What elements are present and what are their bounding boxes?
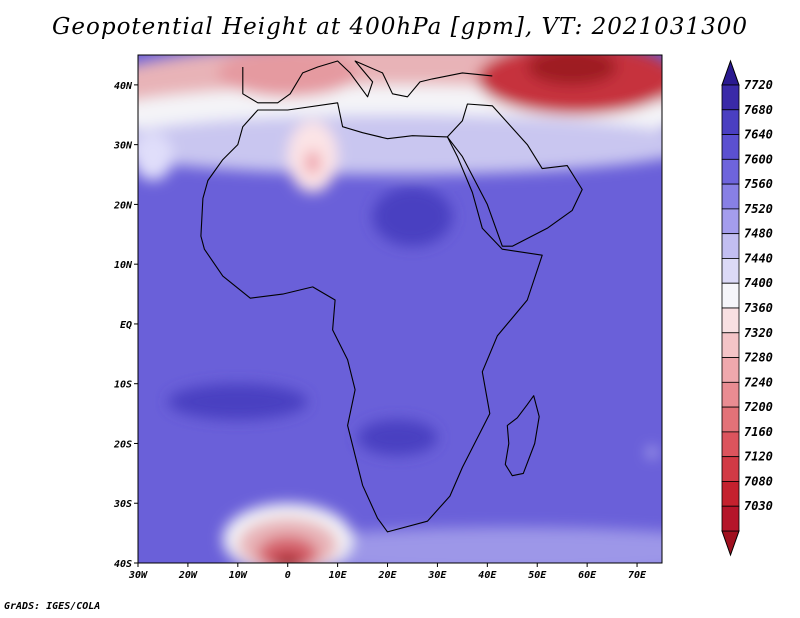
field-feature-atlantic-lavender (138, 132, 173, 181)
lon-tick-label: 20W (178, 570, 198, 581)
lon-tick-label: 20E (377, 570, 397, 581)
field-feature-sahel-ridge (372, 186, 453, 247)
colorbar-label: 7400 (744, 276, 773, 290)
colorbar-swatch (721, 406, 740, 433)
colorbar-swatch (721, 208, 740, 235)
lat-tick-label: 10N (114, 260, 133, 271)
lat-tick-label: 20N (113, 200, 133, 211)
coastlines (200, 60, 583, 533)
field-feature-southern-africa-ridge (357, 419, 438, 456)
colorbar-swatch (721, 183, 740, 210)
colorbar-swatch (721, 381, 740, 408)
lon-tick-label: 40E (478, 570, 497, 581)
colorbar-swatch (721, 84, 740, 111)
colorbar-swatch (721, 431, 740, 458)
lat-tick-label: 10S (114, 380, 132, 391)
colorbar-swatch (721, 134, 740, 160)
colorbar-label: 7080 (744, 474, 773, 488)
lon-tick-label: 60E (578, 570, 597, 581)
colorbar-label: 7360 (744, 301, 773, 315)
colorbar-label: 7720 (744, 78, 773, 92)
madagascar-coastline (504, 395, 540, 477)
colorbar-swatch (721, 307, 740, 334)
lat-tick-label: 40S (114, 559, 132, 570)
colorbar-top-arrow (721, 59, 740, 86)
colorbar-swatch (721, 332, 740, 358)
lat-tick-label: 40N (114, 81, 133, 92)
colorbar-swatch (721, 505, 740, 532)
lon-tick-label: 30W (128, 570, 148, 581)
colorbar-swatch (721, 357, 740, 383)
colorbar-label: 7320 (744, 326, 773, 340)
colorbar-label: 7440 (744, 251, 773, 265)
lat-tick-label: 30S (113, 499, 132, 510)
colorbar-label: 7280 (744, 351, 773, 365)
longitude-ticks: 30W 20W 10W 0 10E 20E 30E 40E 50E 60E 70E (128, 563, 647, 581)
europe-coastline (242, 60, 493, 104)
colorbar-swatch (721, 282, 740, 309)
colorbar-label: 7200 (744, 400, 773, 414)
colorbar-label: 7030 (744, 499, 773, 513)
colorbar-swatch (721, 258, 740, 284)
lon-tick-label: 0 (285, 570, 291, 581)
colorbar-bottom-arrow (721, 530, 740, 557)
lat-tick-label: 20S (113, 439, 132, 450)
lon-tick-label: 50E (528, 570, 547, 581)
credit-label: GrADS: IGES/COLA (4, 601, 101, 612)
colorbar-label: 7640 (744, 128, 773, 142)
colorbar-swatch (721, 456, 740, 482)
height-field (138, 55, 662, 563)
page-title: Geopotential Height at 400hPa [gpm], VT:… (52, 14, 748, 40)
field-feature-middle-east-low-core (527, 55, 618, 85)
colorbar-swatch (721, 481, 740, 507)
colorbar-label: 7520 (744, 202, 773, 216)
latitude-ticks: 40N 30N 20N 10N EQ 10S 20S 30S 40S (113, 81, 138, 570)
colorbar-label: 7480 (744, 227, 773, 241)
plot-area (138, 55, 662, 563)
arabia-coastline (446, 103, 583, 247)
africa-coastline (200, 102, 543, 533)
colorbar-label: 7560 (744, 177, 773, 191)
colorbar: 7720 7680 7640 7600 7560 7520 7480 7440 7400 7360… (721, 59, 773, 557)
colorbar-label: 7120 (744, 450, 773, 464)
colorbar-label: 7160 (744, 425, 773, 439)
lon-tick-label: 10E (329, 570, 348, 581)
plot-frame (137, 54, 663, 564)
field-feature-indian-ocean-spot (648, 447, 657, 458)
colorbar-swatch (721, 233, 740, 259)
lon-tick-label: 70E (628, 570, 647, 581)
colorbar-swatch (721, 158, 740, 185)
colorbar-label: 7600 (744, 152, 773, 166)
field-feature-med-low-core (217, 55, 358, 97)
field-feature-atlas-bulge-core (305, 150, 321, 175)
field-feature-south-atlantic-ridge (167, 383, 308, 420)
lat-tick-label: 30N (113, 141, 133, 152)
field-feature-south-low-mid (257, 536, 318, 563)
colorbar-swatch (721, 109, 740, 135)
field-feature-southern-lavender-band (262, 527, 662, 563)
lat-tick-label: EQ (120, 320, 132, 331)
lon-tick-label: 10W (229, 570, 248, 581)
colorbar-label: 7680 (744, 103, 773, 117)
colorbar-label: 7240 (744, 375, 773, 389)
lon-tick-label: 30E (427, 570, 447, 581)
field-feature-north-lavender-band (138, 114, 662, 175)
field-feature-south-low-core (272, 554, 303, 563)
